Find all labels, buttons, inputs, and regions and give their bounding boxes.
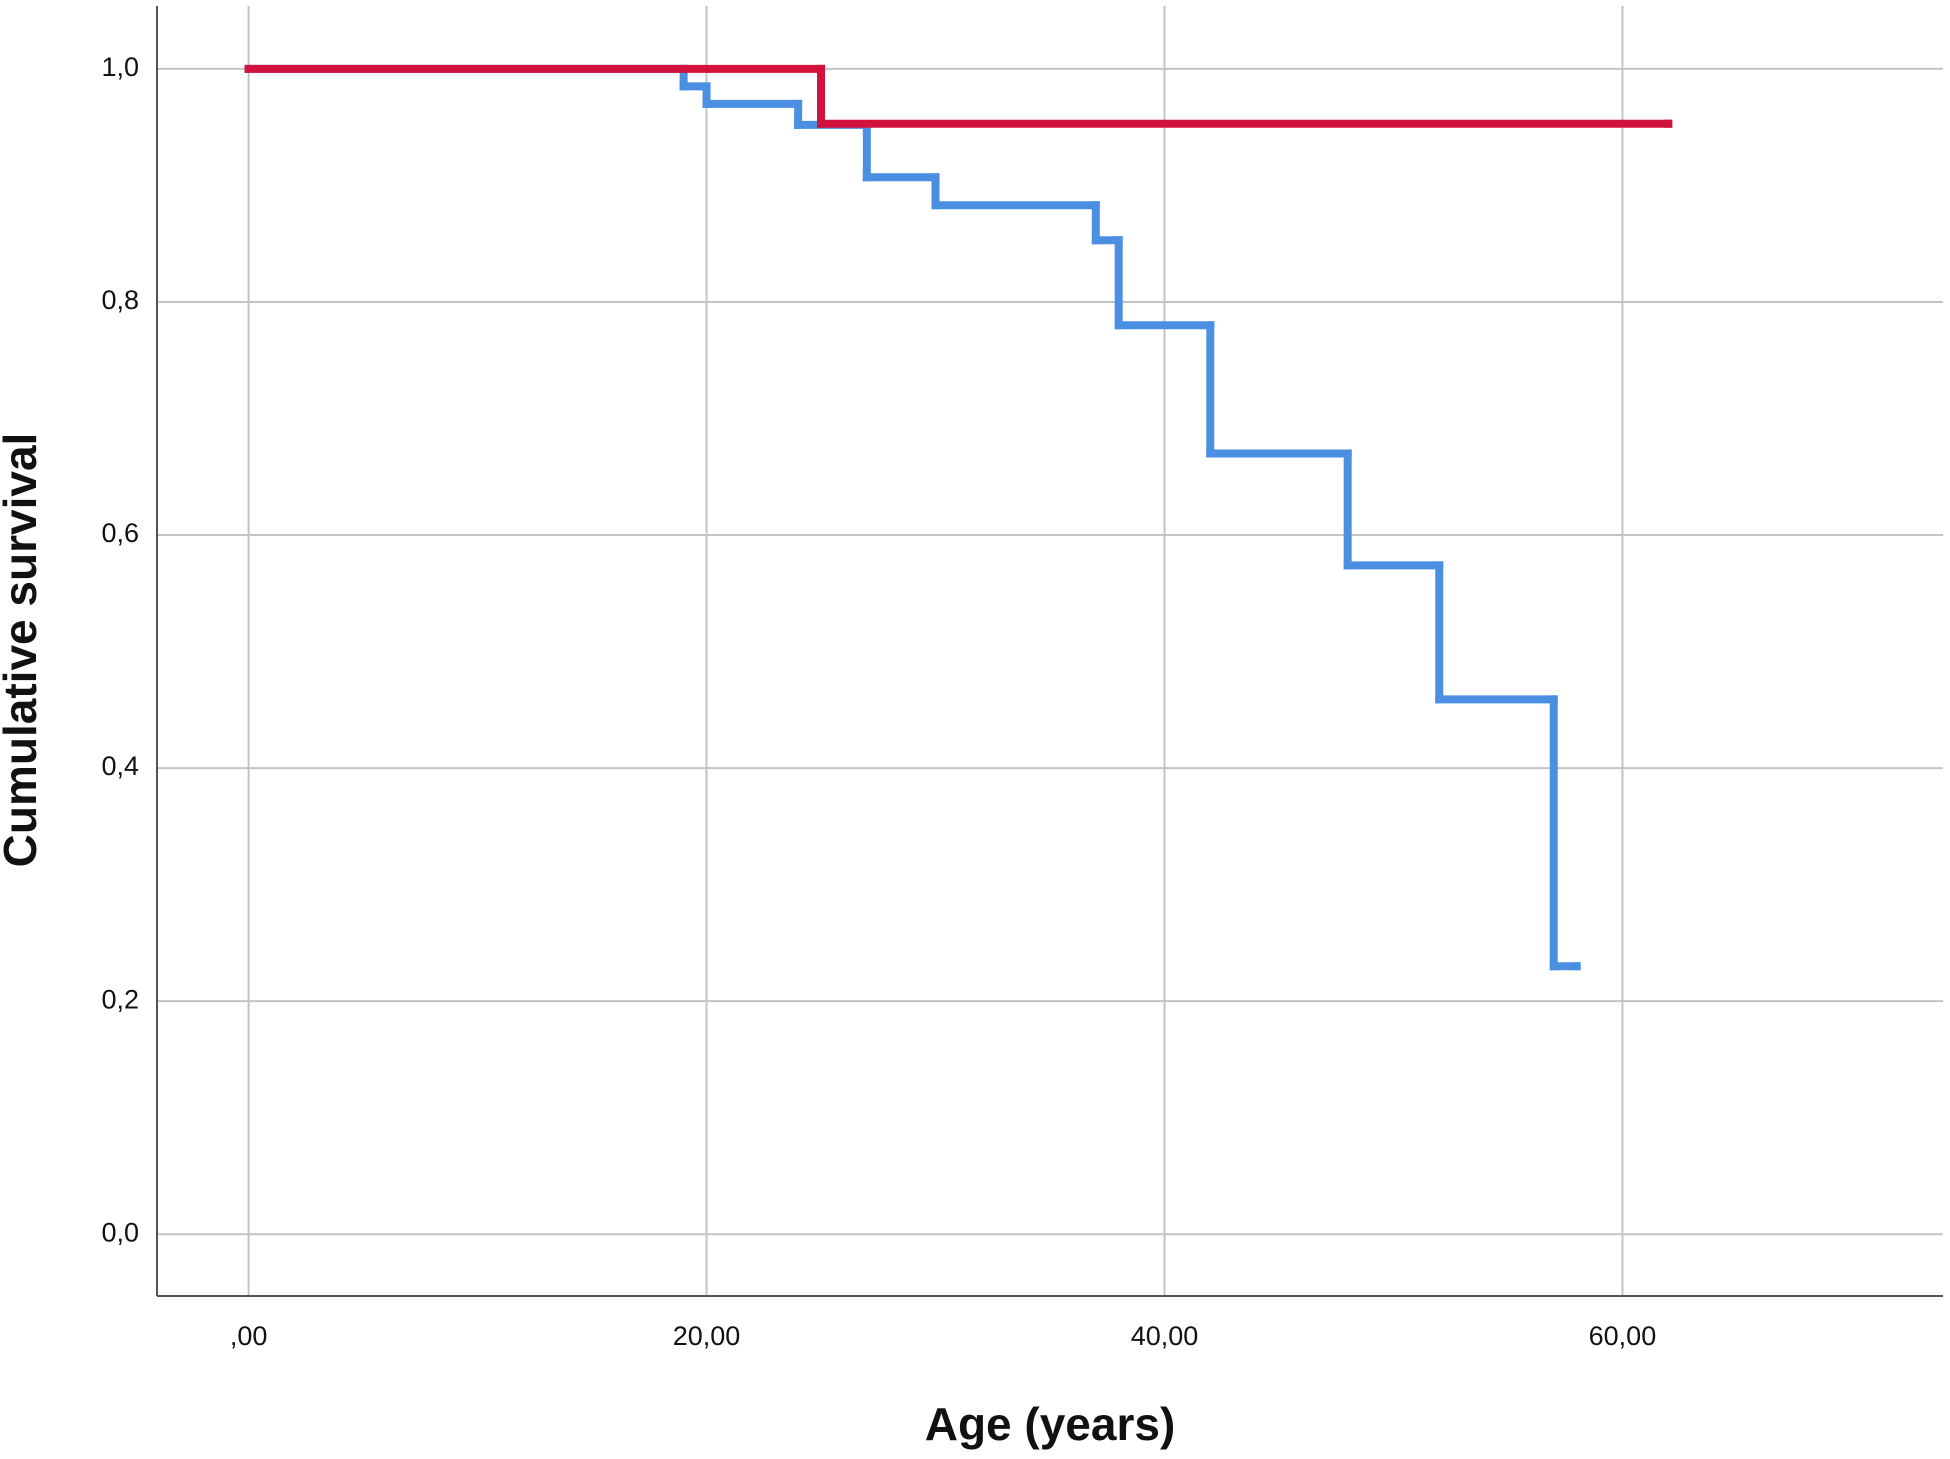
x-tick-label: 20,00	[673, 1321, 741, 1351]
y-axis-title: Cumulative survival	[0, 433, 46, 868]
y-tick-label: 0,8	[101, 285, 139, 315]
y-tick-label: 1,0	[101, 52, 139, 82]
x-tick-label: 60,00	[1589, 1321, 1657, 1351]
y-tick-label: 0,4	[101, 751, 139, 781]
y-tick-label: 0,0	[101, 1217, 139, 1247]
y-tick-label: 0,6	[101, 518, 139, 548]
x-tick-label: 40,00	[1131, 1321, 1199, 1351]
y-tick-label: 0,2	[101, 984, 139, 1014]
x-axis-title: Age (years)	[925, 1398, 1176, 1450]
x-tick-label: ,00	[230, 1321, 268, 1351]
